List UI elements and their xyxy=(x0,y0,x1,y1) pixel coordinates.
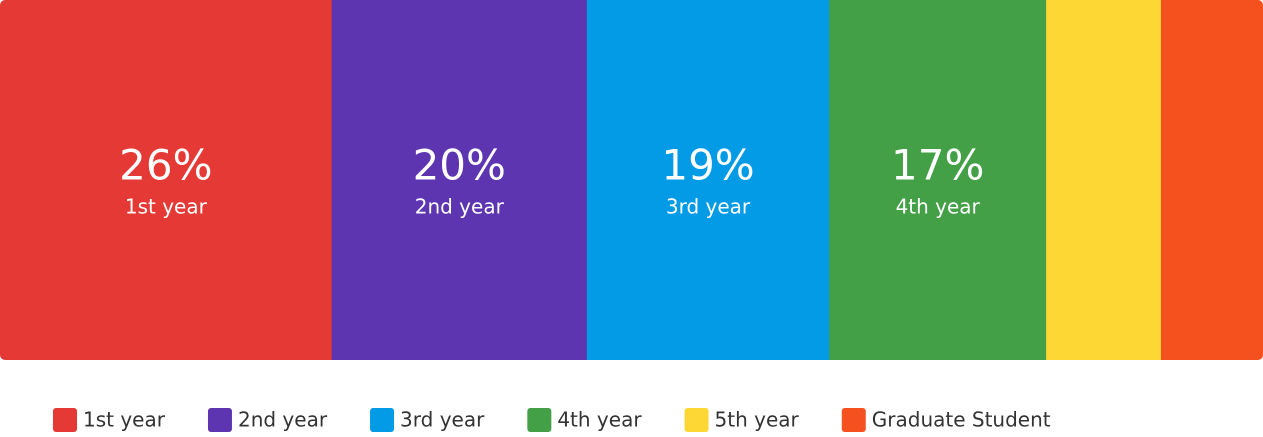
bar-segment xyxy=(1160,0,1263,360)
legend-label: 4th year xyxy=(557,408,642,432)
segment-label: 2nd year xyxy=(415,195,505,219)
segment-label: 4th year xyxy=(896,195,981,219)
label-group: 26% 1st year 20% 2nd year 19% 3rd year 17% 4th … xyxy=(119,141,984,219)
legend-swatch xyxy=(207,408,232,432)
legend-label: 3rd year xyxy=(400,408,485,432)
legend-swatch xyxy=(684,408,709,432)
legend-label: 5th year xyxy=(715,408,800,432)
legend-swatch xyxy=(370,408,395,432)
legend-label: 1st year xyxy=(83,408,166,432)
bar-segment xyxy=(829,0,1047,360)
bar-segment xyxy=(331,0,588,360)
legend: 1st year 2nd year 3rd year 4th year 5th year… xyxy=(53,408,1051,432)
legend-swatch xyxy=(841,408,866,432)
segment-label: 3rd year xyxy=(666,195,751,219)
value-label: 17% xyxy=(891,141,984,190)
legend-label: Graduate Student xyxy=(872,408,1051,432)
legend-swatch xyxy=(53,408,77,432)
value-label: 26% xyxy=(119,141,212,190)
legend-swatch xyxy=(527,408,552,432)
bar-segment xyxy=(0,0,333,360)
segment-label: 1st year xyxy=(125,195,208,219)
bar-segment xyxy=(586,0,830,360)
bar-group xyxy=(0,0,1263,360)
legend-label: 2nd year xyxy=(238,408,328,432)
value-label: 20% xyxy=(413,141,506,190)
value-label: 19% xyxy=(661,141,754,190)
bar-segment xyxy=(1046,0,1162,360)
